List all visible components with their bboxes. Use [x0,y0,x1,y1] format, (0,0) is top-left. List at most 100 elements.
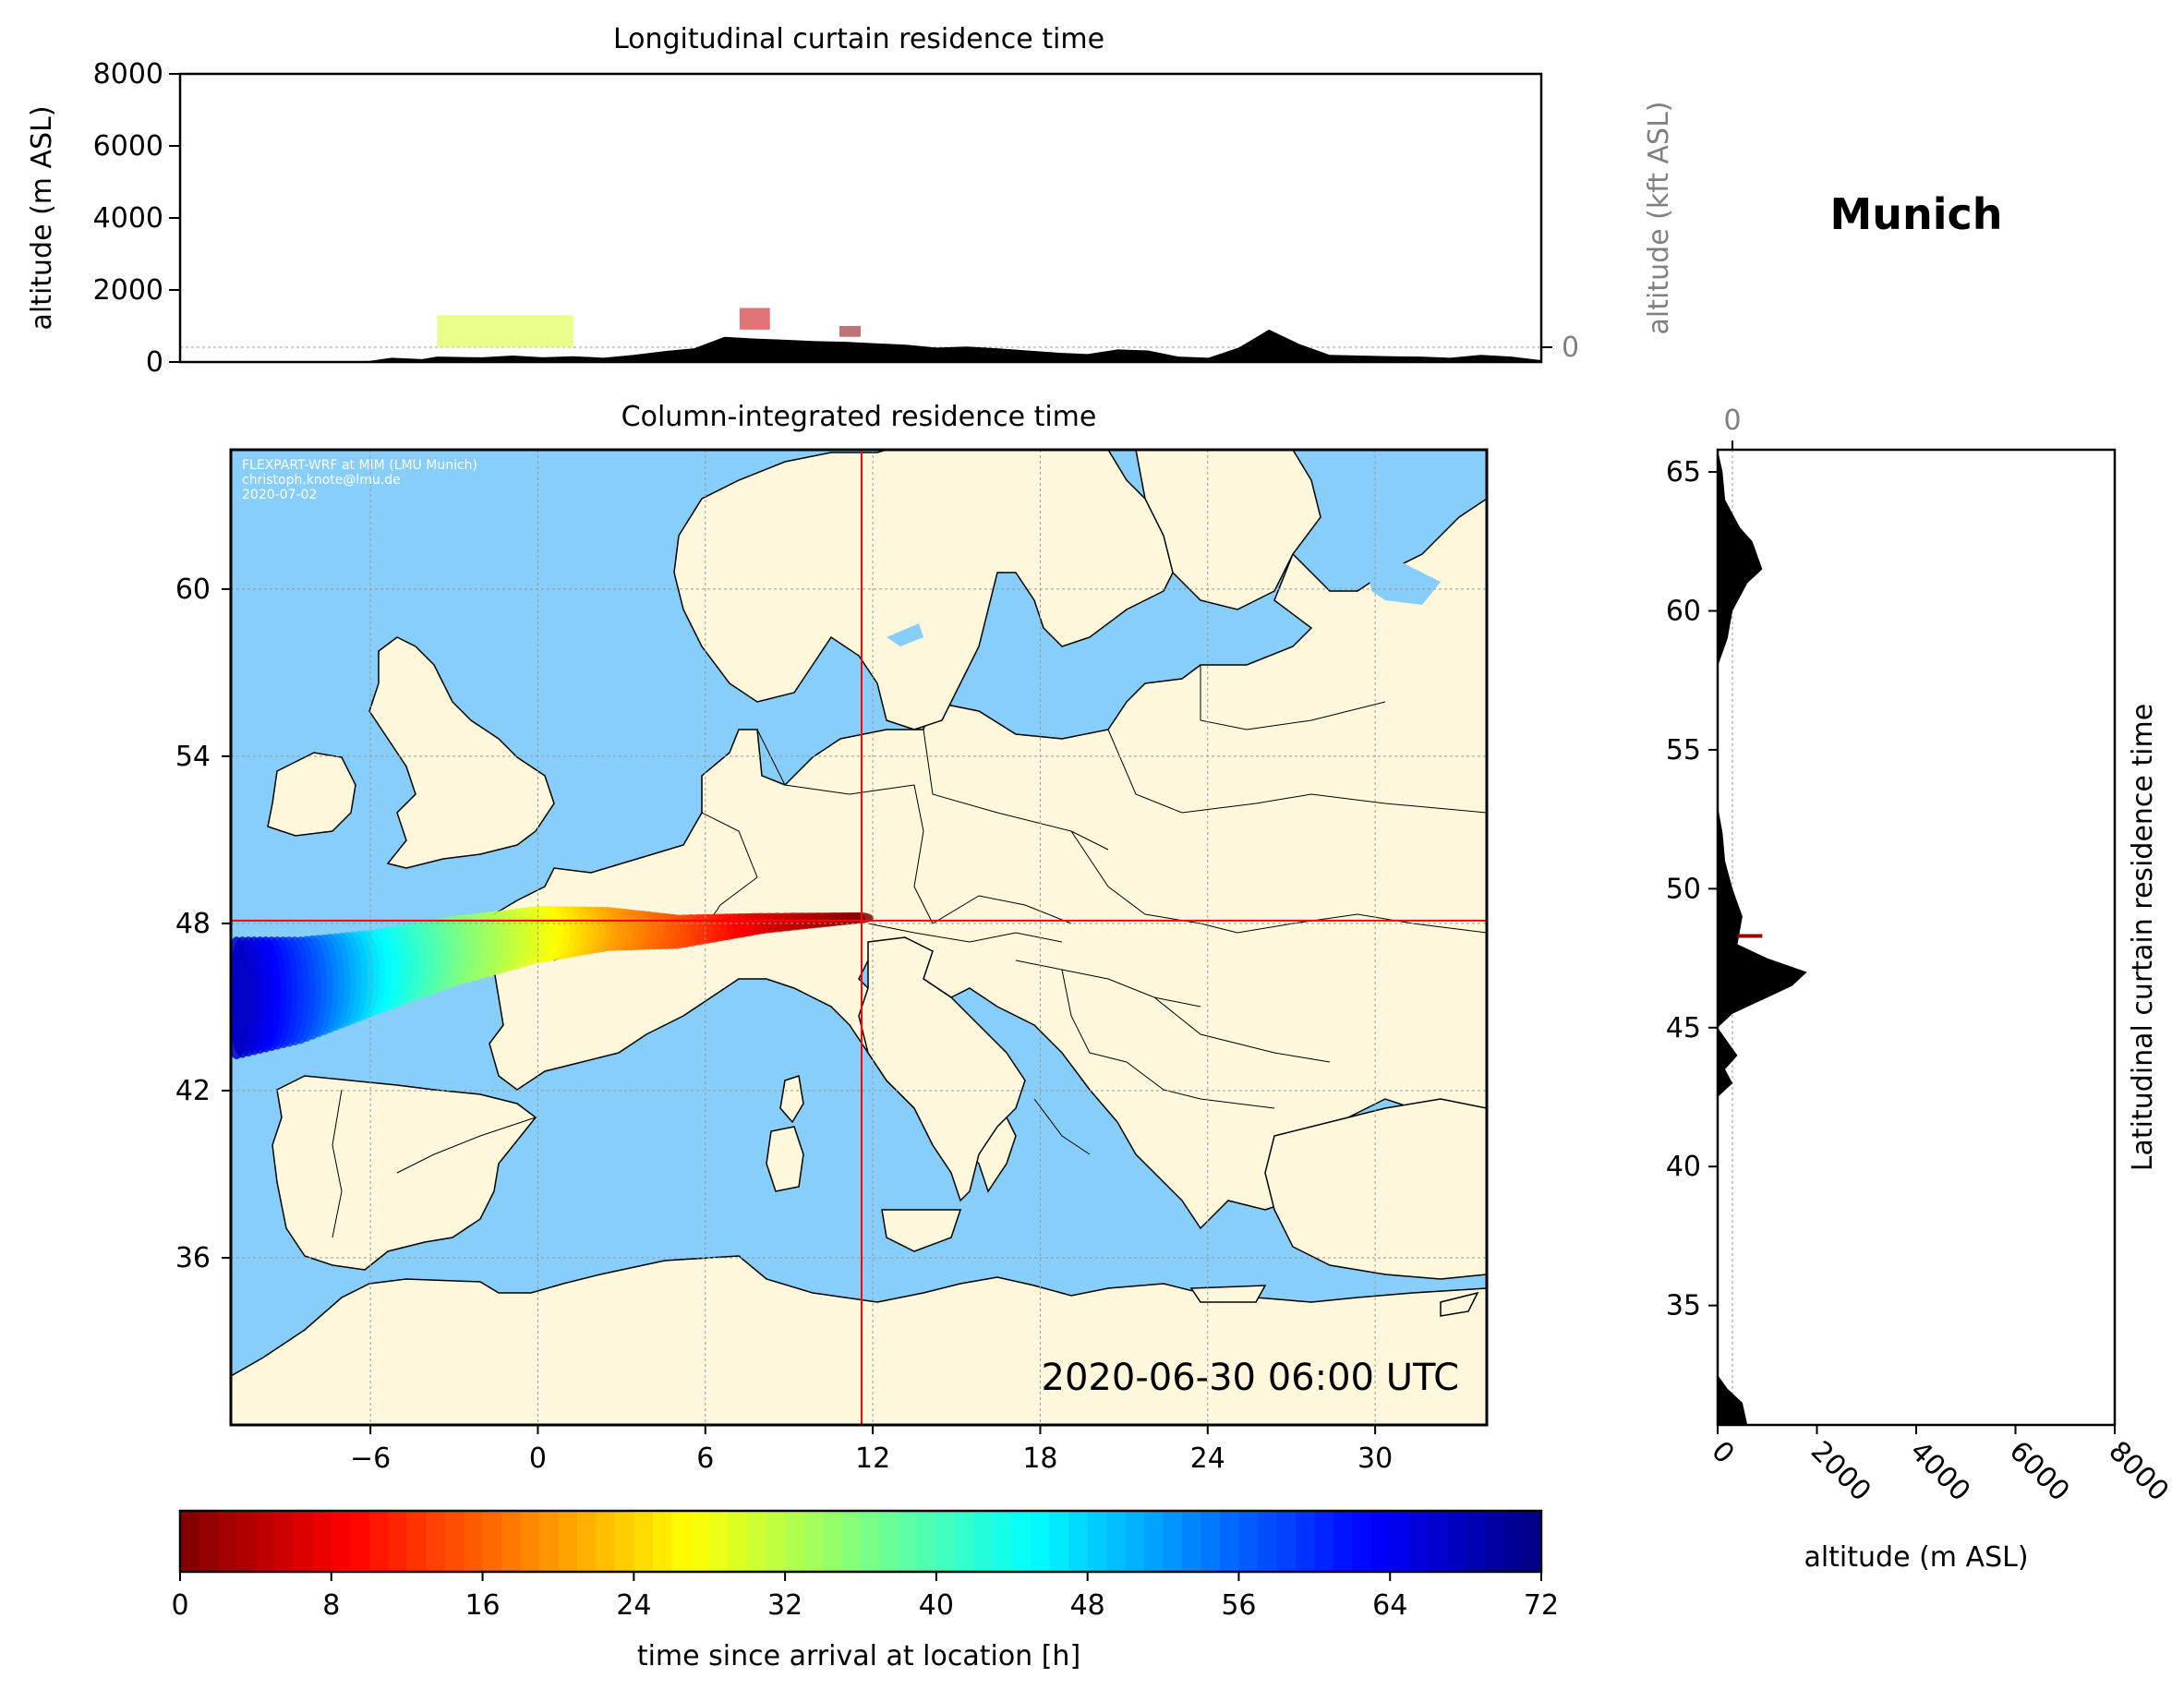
colorbar-ticks: 0 8 16 24 32 40 48 56 64 72 [171,1572,1559,1622]
y-tick-label: 54 [175,741,211,773]
colorbar: 0 8 16 24 32 40 48 56 64 72 time since arrival at… [171,1509,1559,1672]
map-panel: Column-integrated residence time [175,401,1489,1475]
colorbar-step [558,1511,578,1572]
watermark-line-1: FLEXPART-WRF at MIM (LMU Munich) [242,458,477,473]
colorbar-step [633,1511,654,1572]
colorbar-step [1314,1511,1334,1572]
map-y-ticks: 36 42 48 54 60 [175,573,231,1274]
colorbar-step [255,1511,275,1572]
colorbar-step [1446,1511,1466,1572]
x-tick-label: 0 [1705,1435,1740,1470]
y-tick-label: 42 [175,1075,211,1107]
colorbar-step [1503,1511,1524,1572]
colorbar-step [747,1511,767,1572]
colorbar-step [293,1511,313,1572]
residence-plume [231,905,874,1060]
longitudinal-y-ticks: 0 2000 4000 6000 8000 [93,58,180,379]
lake-ladoga [1367,559,1441,605]
colorbar-step [1238,1511,1259,1572]
y-tick-label: 48 [175,908,211,940]
colorbar-step [199,1511,219,1572]
latitudinal-title: Latitudinal curtain residence time [2127,704,2159,1171]
y-tick-label: 55 [1666,734,1701,767]
colorbar-step [236,1511,257,1572]
colorbar-step [917,1511,937,1572]
longitudinal-curtain-panel: Longitudinal curtain residence time 0 200… [26,23,1675,379]
colorbar-step [1163,1511,1183,1572]
italy [858,936,1026,1202]
colorbar-frame [178,1509,1543,1574]
colorbar-step [1352,1511,1372,1572]
x-tick-label: 6 [696,1442,714,1475]
colorbar-step [728,1511,748,1572]
y-tick-label: 50 [1666,873,1701,905]
watermark-line-3: 2020-07-02 [242,488,317,502]
sicily [881,1209,962,1252]
colorbar-step [1257,1511,1277,1572]
finland [1135,450,1321,610]
latitudinal-residence-marks [1737,934,1763,938]
longitudinal-secondary-ticks: 050100 [1541,332,1579,364]
colorbar-step [217,1511,238,1572]
latitudinal-y-ticks: 35 40 45 50 55 60 65 [1666,456,1718,1322]
map-frame [229,448,1489,1427]
map-x-ticks: −6 0 6 12 18 24 30 [350,1425,1393,1475]
colorbar-tick-label: 56 [1221,1589,1256,1622]
y-tick-label: 45 [1666,1012,1701,1044]
colorbar-step [614,1511,634,1572]
iberia [271,1075,537,1271]
colorbar-step [1390,1511,1410,1572]
x-tick-label: 24 [1190,1442,1225,1475]
colorbar-step [1295,1511,1315,1572]
colorbar-step [350,1511,370,1572]
colorbar-step [955,1511,975,1572]
colorbar-step [1106,1511,1127,1572]
colorbar-step [312,1511,332,1572]
residence-blob [739,308,770,330]
map-title: Column-integrated residence time [621,401,1097,433]
longitudinal-residence-blobs [437,308,861,348]
secondary-tick-label: 0 [1562,332,1579,364]
colorbar-step [993,1511,1013,1572]
colorbar-step [1087,1511,1107,1572]
x-tick-label: 30 [1357,1442,1393,1475]
watermark-line-2: christoph.knote@lmu.de [242,473,401,488]
colorbar-step [690,1511,710,1572]
colorbar-tick-label: 24 [616,1589,651,1622]
x-tick-label: −6 [350,1442,391,1475]
africa [231,1255,1487,1425]
x-tick-label: 0 [529,1442,547,1475]
colorbar-step [1466,1511,1486,1572]
colorbar-step [520,1511,540,1572]
colorbar-step [1408,1511,1429,1572]
colorbar-step [652,1511,672,1572]
colorbar-step [841,1511,862,1572]
latitudinal-gridlines [1732,450,1733,1425]
sardinia [766,1126,804,1192]
y-tick-label: 60 [1666,595,1701,627]
cyprus [1440,1291,1479,1317]
colorbar-step [406,1511,427,1572]
plume-segment [231,936,252,1060]
colorbar-tick-label: 48 [1070,1589,1105,1622]
colorbar-tick-label: 16 [465,1589,500,1622]
x-tick-label: 6000 [2003,1435,2076,1508]
y-tick-label: 0 [146,346,163,379]
longitudinal-ylabel: altitude (m ASL) [26,105,58,330]
residence-mark [1737,934,1763,938]
colorbar-step [426,1511,446,1572]
colorbar-step [576,1511,597,1572]
colorbar-tick-label: 8 [322,1589,340,1622]
colorbar-tick-label: 32 [767,1589,802,1622]
latitudinal-terrain-area [1718,450,1807,1425]
lakes [887,559,1441,646]
colorbar-step [464,1511,484,1572]
colorbar-step [1201,1511,1221,1572]
colorbar-step [388,1511,408,1572]
crete [1189,1285,1267,1303]
colorbar-step [180,1511,200,1572]
secondary-tick-label: 0 [1723,404,1741,437]
colorbar-step [274,1511,295,1572]
